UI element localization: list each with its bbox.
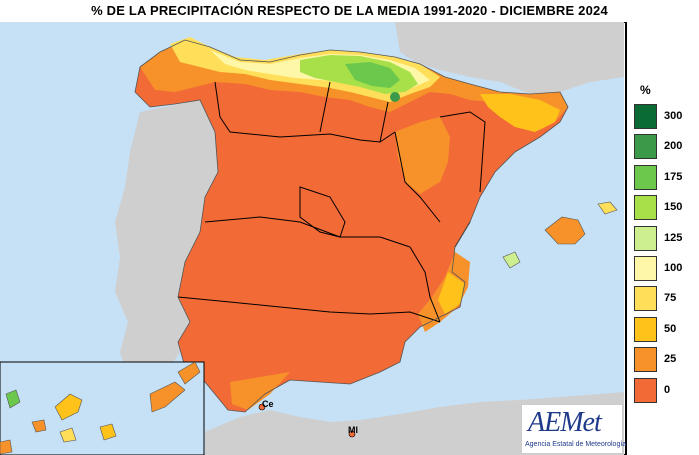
logo-subtitle: Agencia Estatal de Meteorología: [525, 441, 627, 448]
ibiza: [502, 251, 521, 269]
canary-islands: [0, 361, 201, 455]
legend-swatch: [634, 347, 657, 373]
green-spot: [390, 92, 400, 102]
legend-label: 150: [664, 201, 683, 214]
canary-inset: [0, 361, 205, 455]
melilla-marker: [348, 430, 356, 438]
south-coast-zone: [230, 372, 290, 410]
legend-swatch: [634, 377, 657, 403]
green-dark-area: [345, 62, 400, 88]
legend-label: 25: [664, 353, 677, 366]
legend-swatch: [634, 225, 657, 251]
legend-label: 200: [664, 140, 683, 153]
legend-label: 100: [664, 262, 683, 274]
legend-label: 300: [664, 110, 683, 122]
legend-label: 75: [664, 292, 677, 305]
title-bar: % DE LA PRECIPITACIÓN RESPECTO DE LA MED…: [0, 0, 699, 23]
logo-name: AEMet: [528, 407, 602, 438]
legend-label: 0: [664, 383, 671, 396]
legend-label: 125: [664, 231, 683, 244]
france-land: [395, 22, 624, 94]
region-borders: [177, 81, 486, 323]
legend-swatch: [634, 164, 657, 190]
portugal-land: [115, 100, 218, 382]
aemet-logo: AEMet Agencia Estatal de Meteorología: [521, 404, 627, 454]
ebro-zone: [395, 117, 450, 194]
spain-outline: [134, 39, 569, 413]
legend-swatch: [634, 316, 657, 342]
legend-swatch: [634, 104, 657, 129]
mallorca: [544, 216, 586, 245]
legend-unit: %: [640, 83, 651, 97]
legend-swatch: [634, 286, 657, 312]
legend-label: 175: [664, 170, 683, 183]
northeast-zone: [480, 94, 560, 132]
menorca: [597, 201, 618, 215]
legend-swatch: [634, 134, 657, 160]
africa-land: [205, 392, 624, 455]
legend-label: 50: [664, 322, 677, 335]
map-title: % DE LA PRECIPITACIÓN RESPECTO DE LA MED…: [91, 3, 608, 18]
east-coast-yellow: [438, 272, 465, 314]
ceuta-marker: [258, 403, 266, 411]
melilla-label: Ml: [348, 425, 358, 435]
ceuta-label: Ce: [262, 399, 274, 409]
precipitation-map: [0, 22, 624, 455]
legend-swatch: [634, 256, 657, 281]
legend-swatch: [634, 195, 657, 221]
